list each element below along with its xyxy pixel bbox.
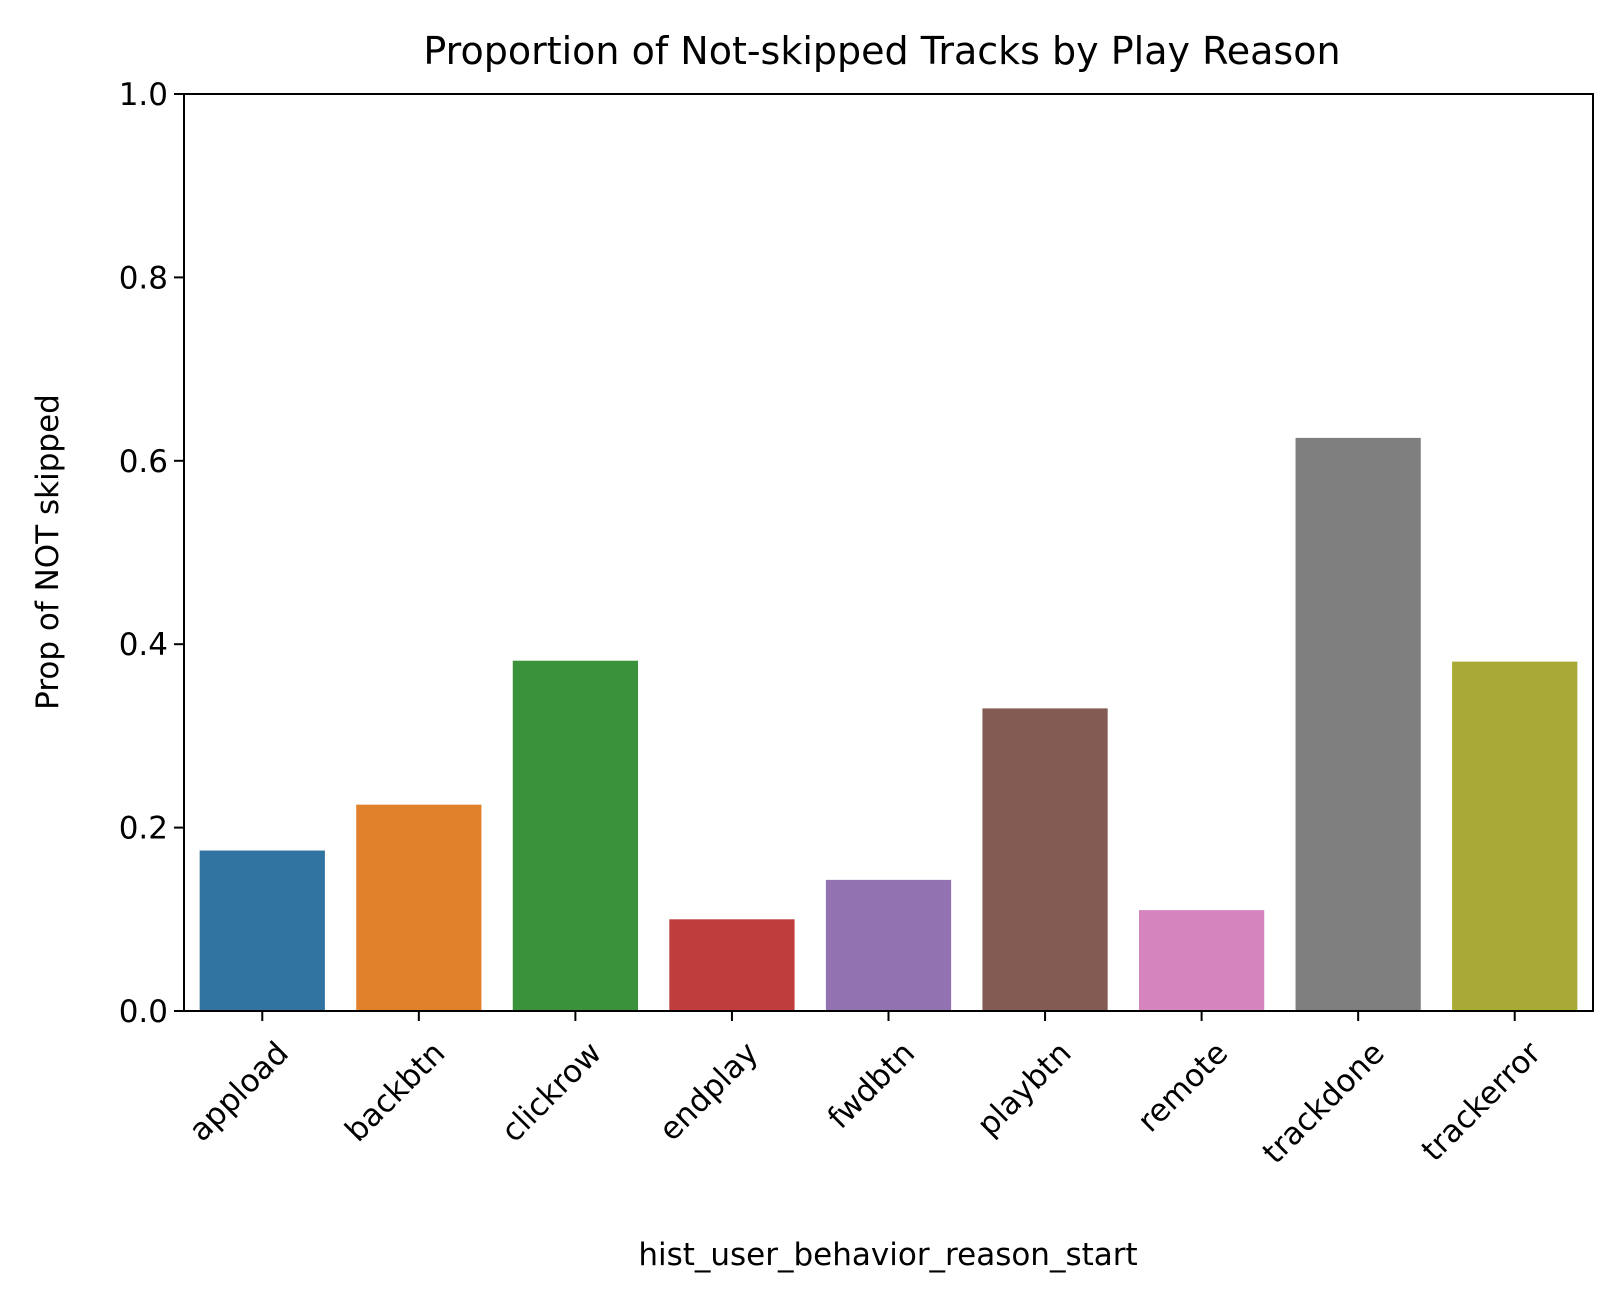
bar-fwdbtn xyxy=(825,879,952,1011)
y-tick-label: 0.2 xyxy=(119,811,168,847)
bar-trackdone xyxy=(1295,437,1421,1012)
y-axis: 0.0 0.2 0.4 0.6 0.8 1.0 xyxy=(119,77,184,1030)
y-axis-label: Prop of NOT skipped xyxy=(30,394,66,710)
y-tick-label: 0.4 xyxy=(119,627,168,663)
y-tick-label: 1.0 xyxy=(119,77,168,113)
bar-remote xyxy=(1138,910,1265,1011)
bar-endplay xyxy=(669,919,795,1011)
bar-series xyxy=(199,437,1578,1012)
bar-backbtn xyxy=(356,804,482,1011)
chart-title: Proportion of Not-skipped Tracks by Play… xyxy=(423,29,1340,73)
bar-appload xyxy=(199,850,325,1011)
bar-clickrow xyxy=(512,660,639,1011)
bar-playbtn xyxy=(982,708,1108,1011)
y-tick-label: 0.0 xyxy=(119,994,168,1030)
y-tick-label: 0.6 xyxy=(119,444,168,480)
bar-trackerror xyxy=(1452,661,1578,1011)
x-axis-label: hist_user_behavior_reason_start xyxy=(638,1237,1137,1273)
y-tick-label: 0.8 xyxy=(119,260,168,296)
